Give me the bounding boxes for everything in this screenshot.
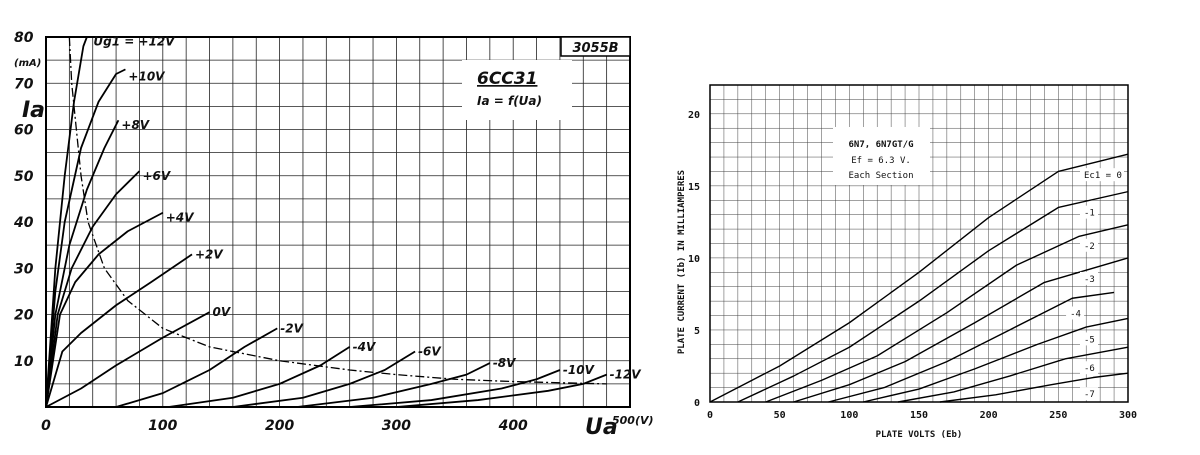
x-tick-label-250: 250 <box>1049 410 1067 421</box>
x-tick-label-300: 300 <box>1119 410 1137 421</box>
chart-title: 6CC31 <box>477 69 537 89</box>
series-line-12v <box>396 373 607 408</box>
series-label-8v: +8V <box>121 118 150 132</box>
series-label-bg <box>1080 332 1098 346</box>
y-axis-label: PLATE CURRENT (Ib) IN MILLIAMPERES <box>677 170 687 354</box>
x-tick-label-300: 300 <box>382 418 411 434</box>
series-label-ec1-5: -5 <box>1084 335 1095 345</box>
series-label-ug1-12v: Ug1 = +12V <box>93 35 176 49</box>
series-line-ec1-0 <box>709 153 1129 403</box>
series-label-bg <box>1066 306 1085 320</box>
series-line-ug1-12v <box>45 36 88 408</box>
series-line-10v <box>45 68 126 408</box>
x-tick-label-200: 200 <box>265 418 294 434</box>
series-line-ec1-6 <box>897 346 1129 403</box>
x-tick-label-0: 0 <box>707 410 713 421</box>
x-tick-label-50: 50 <box>774 410 786 421</box>
y-tick-label-15: 15 <box>688 182 700 193</box>
x-unit-label: 500(V) <box>612 414 654 427</box>
y-tick-label-10: 10 <box>14 354 34 370</box>
series-label-2v: -2V <box>280 321 304 335</box>
series-line-8v <box>45 119 120 408</box>
series-label-10v: +10V <box>128 69 166 83</box>
series-line-4v <box>45 211 164 408</box>
x-tick-label-0: 0 <box>41 418 51 434</box>
chart-note: Each Section <box>848 171 913 181</box>
series-line-ec1-2 <box>765 224 1129 403</box>
series-label-bg <box>1080 387 1098 401</box>
series-line-2v <box>45 253 193 408</box>
series-line-ec1-3 <box>793 257 1129 403</box>
series-label-ec1-6: -6 <box>1084 364 1095 374</box>
chart-id-box <box>560 36 631 57</box>
series-line-2v <box>115 327 278 408</box>
series-label-6v: +6V <box>142 169 171 183</box>
series-label-6v: -6V <box>418 345 442 359</box>
series-label-10v: -10V <box>563 363 596 377</box>
series-label-12v: -12V <box>610 368 643 382</box>
power-limit-curve <box>68 36 607 385</box>
series-label-ec1-0: Ec1 = 0 <box>1084 171 1122 181</box>
y-tick-label-50: 50 <box>14 169 34 185</box>
series-label-bg <box>1080 168 1124 182</box>
y-tick-label-40: 40 <box>13 215 34 231</box>
series-label-ec1-3: -3 <box>1084 275 1095 285</box>
x-axis-label: PLATE VOLTS (Eb) <box>876 430 963 440</box>
series-label-bg <box>1080 205 1098 219</box>
tube-6cc31-chart: 10 20 30 40 50 60 70 80 0 100 200 300 400 (mA) Ia Ua500… <box>13 30 654 440</box>
series-line-6v <box>232 350 416 408</box>
plot-frame <box>45 36 631 408</box>
y-tick-label-20: 20 <box>14 308 34 324</box>
series-label-8v: -8V <box>493 356 517 370</box>
series-line-ec1-5 <box>863 317 1129 403</box>
series-line-ec1-7 <box>939 372 1129 403</box>
y-tick-label-0: 0 <box>694 398 700 409</box>
series-label-ec1-1: -1 <box>1084 209 1095 219</box>
y-tick-label-60: 60 <box>14 123 34 139</box>
series-label-bg <box>1080 271 1098 285</box>
series-label-4v: -4V <box>353 340 377 354</box>
series-label-ec1-7: -7 <box>1084 390 1095 400</box>
series-label-bg <box>1080 238 1098 252</box>
series-label-2v: +2V <box>195 247 224 261</box>
x-tick-label-100: 100 <box>840 410 858 421</box>
series-line-6v <box>45 170 141 408</box>
x-tick-label-150: 150 <box>910 410 928 421</box>
x-tick-label-200: 200 <box>980 410 998 421</box>
y-unit-label: (mA) <box>14 58 41 69</box>
title-box <box>462 60 572 120</box>
chart-subtitle: Ia = f(Ua) <box>477 94 542 108</box>
chart-subtitle: Ef = 6.3 V. <box>851 156 911 166</box>
x-axis-label: Ua <box>585 415 618 440</box>
series-line-0v <box>45 311 210 408</box>
series-line-8v <box>297 362 491 408</box>
series-line-ec1-1 <box>737 190 1129 403</box>
y-tick-label-20: 20 <box>688 110 700 121</box>
title-box <box>833 127 930 185</box>
series-line-ec1-4 <box>828 291 1115 403</box>
series-label-4v: +4V <box>166 210 195 224</box>
y-tick-label-80: 80 <box>14 30 34 46</box>
series-line-4v <box>168 346 351 408</box>
x-tick-label-100: 100 <box>148 418 177 434</box>
chart-title: 6N7, 6N7GT/G <box>848 140 913 150</box>
series-label-bg <box>1080 361 1098 375</box>
y-tick-label-70: 70 <box>14 76 34 92</box>
series-label-ec1-2: -2 <box>1084 242 1095 252</box>
x-tick-label-400: 400 <box>498 418 528 434</box>
series-label-ec1-4: -4 <box>1070 309 1081 319</box>
series-label-0v: 0V <box>213 305 232 319</box>
chart-id-label: 3055B <box>572 41 618 56</box>
y-tick-label-30: 30 <box>14 261 34 277</box>
y-tick-label-5: 5 <box>694 326 700 337</box>
y-tick-label-10: 10 <box>688 254 700 265</box>
series-line-10v <box>349 369 561 408</box>
plot-frame <box>709 84 1129 403</box>
y-axis-label: Ia <box>22 98 45 123</box>
